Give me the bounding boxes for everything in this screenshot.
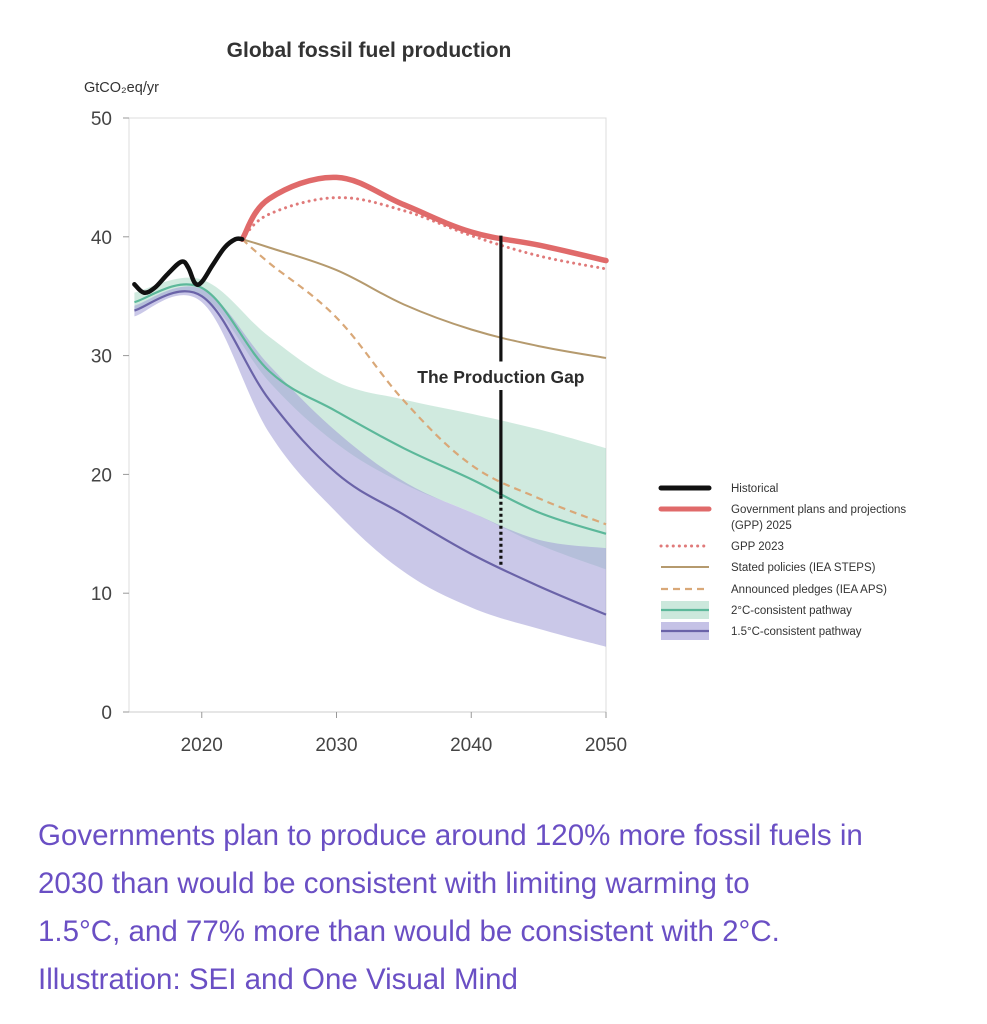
caption-line-2: 2030 than would be consistent with limit… [38, 867, 750, 900]
series-line-two_c [134, 283, 607, 535]
legend: Historical Government plans and projectio… [658, 483, 906, 640]
legend-label-two_c: 2°C-consistent pathway [731, 605, 852, 617]
series-line-steps [241, 238, 607, 359]
legend-label-historical: Historical [731, 483, 778, 495]
series-line-gpp2023 [240, 196, 608, 271]
series-line-aps [241, 238, 607, 526]
production-gap-annotation: The Production Gap [417, 235, 585, 566]
pathway-bands [134, 277, 606, 647]
y-tick-label: 30 [91, 347, 112, 368]
y-tick-label: 20 [91, 465, 112, 486]
band-one_five_c [134, 286, 606, 647]
series-lines [132, 174, 609, 616]
caption: Governments plan to produce around 120% … [38, 812, 968, 1004]
y-axis-label: GtCO₂eq/yr [84, 80, 159, 96]
y-tick-label: 10 [91, 584, 112, 605]
series-line-historical [132, 236, 245, 295]
x-tick-label: 2030 [315, 735, 357, 756]
x-tick-label: 2020 [181, 735, 223, 756]
caption-line-1: Governments plan to produce around 120% … [38, 819, 863, 852]
x-tick-label: 2040 [450, 735, 492, 756]
caption-line-4: Illustration: SEI and One Visual Mind [38, 963, 518, 996]
caption-line-3: 1.5°C, and 77% more than would be consis… [38, 915, 780, 948]
y-tick-label: 0 [101, 703, 112, 724]
y-tick-label: 40 [91, 228, 112, 249]
fossil-fuel-chart: Global fossil fuel production GtCO₂eq/yr… [84, 39, 906, 756]
chart-title: Global fossil fuel production [227, 39, 512, 62]
y-tick-label: 50 [91, 109, 112, 130]
legend-label-one_five_c: 1.5°C-consistent pathway [731, 626, 862, 638]
series-line-gpp2025 [239, 174, 609, 264]
legend-label-aps: Announced pledges (IEA APS) [731, 584, 887, 596]
legend-label-steps: Stated policies (IEA STEPS) [731, 562, 876, 574]
legend-label-gpp2025: Government plans and projections (GPP) 20… [731, 504, 906, 532]
series-line-one_five_c [134, 290, 607, 616]
legend-label-gpp2023: GPP 2023 [731, 541, 784, 553]
x-tick-label: 2050 [585, 735, 627, 756]
gap-label: The Production Gap [417, 367, 584, 387]
